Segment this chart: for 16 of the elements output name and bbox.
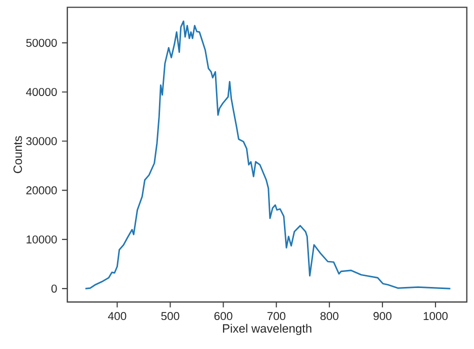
y-tick-label: 10000 xyxy=(26,235,57,244)
x-tick-label: 400 xyxy=(108,312,126,320)
y-tick-label: 30000 xyxy=(26,137,57,146)
line-series xyxy=(84,20,452,290)
y-tick-label: 50000 xyxy=(26,38,57,47)
y-tick-label: 0 xyxy=(51,284,57,293)
y-tick-label: 20000 xyxy=(26,186,57,194)
y-tick-label: 40000 xyxy=(26,88,57,96)
x-tick-label: 800 xyxy=(320,312,338,320)
y-axis-title: Counts xyxy=(13,136,22,174)
x-tick-label: 900 xyxy=(374,312,392,320)
x-tick-label: 500 xyxy=(161,312,180,320)
x-axis-title: Pixel wavelength xyxy=(223,324,312,336)
x-tick-label: 1000 xyxy=(424,312,448,320)
x-tick-label: 600 xyxy=(214,312,232,320)
x-tick-label: 700 xyxy=(267,312,286,320)
